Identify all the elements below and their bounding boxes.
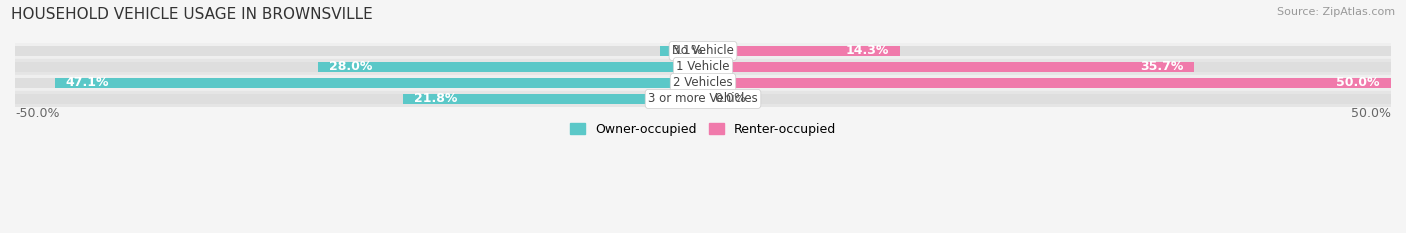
- Text: 0.0%: 0.0%: [714, 93, 747, 106]
- Bar: [15, 59, 1391, 75]
- Bar: [15, 46, 703, 56]
- Bar: [703, 78, 1391, 88]
- Bar: [404, 94, 703, 104]
- Bar: [15, 43, 1391, 59]
- Bar: [703, 78, 1391, 88]
- Bar: [15, 78, 703, 88]
- Text: 47.1%: 47.1%: [66, 76, 110, 89]
- Text: No Vehicle: No Vehicle: [672, 45, 734, 58]
- Text: 21.8%: 21.8%: [413, 93, 457, 106]
- Text: 2 Vehicles: 2 Vehicles: [673, 76, 733, 89]
- Text: 3.1%: 3.1%: [671, 45, 703, 58]
- Bar: [703, 62, 1194, 72]
- Bar: [703, 46, 1391, 56]
- Bar: [15, 75, 1391, 91]
- Bar: [15, 94, 703, 104]
- Bar: [318, 62, 703, 72]
- Bar: [661, 46, 703, 56]
- Text: 50.0%: 50.0%: [1337, 76, 1381, 89]
- Bar: [15, 62, 703, 72]
- Bar: [703, 46, 900, 56]
- Bar: [703, 94, 1391, 104]
- Text: 1 Vehicle: 1 Vehicle: [676, 60, 730, 73]
- Text: Source: ZipAtlas.com: Source: ZipAtlas.com: [1277, 7, 1395, 17]
- Text: 35.7%: 35.7%: [1140, 60, 1184, 73]
- Text: 14.3%: 14.3%: [845, 45, 889, 58]
- Text: -50.0%: -50.0%: [15, 107, 59, 120]
- Bar: [703, 62, 1391, 72]
- Text: HOUSEHOLD VEHICLE USAGE IN BROWNSVILLE: HOUSEHOLD VEHICLE USAGE IN BROWNSVILLE: [11, 7, 373, 22]
- Text: 3 or more Vehicles: 3 or more Vehicles: [648, 93, 758, 106]
- Text: 28.0%: 28.0%: [329, 60, 373, 73]
- Legend: Owner-occupied, Renter-occupied: Owner-occupied, Renter-occupied: [569, 123, 837, 136]
- Bar: [15, 91, 1391, 107]
- Bar: [55, 78, 703, 88]
- Text: 50.0%: 50.0%: [1351, 107, 1391, 120]
